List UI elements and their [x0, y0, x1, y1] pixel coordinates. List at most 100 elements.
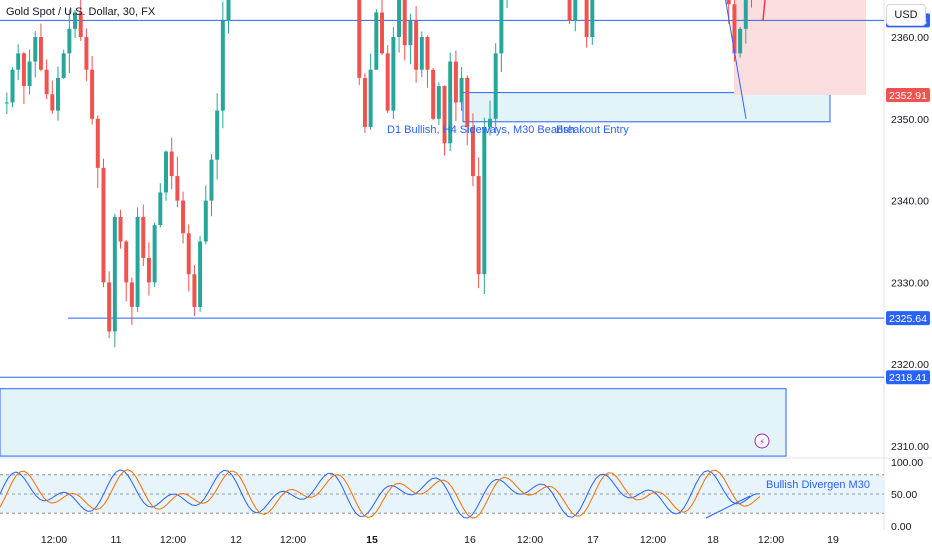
stoch-tick-label: 0.00: [891, 521, 912, 533]
candle-body: [101, 167, 106, 283]
candle-body: [442, 86, 447, 144]
candle-body: [95, 118, 100, 168]
candle-body: [73, 12, 78, 29]
x-tick-label: 12:00: [758, 534, 784, 546]
candle-body: [482, 126, 487, 275]
lower-zone-box: [0, 388, 787, 457]
candle-body: [738, 28, 743, 54]
candle-body: [476, 176, 481, 275]
candle-body: [726, 0, 731, 5]
annotation-bias: D1 Bullish, H4 Sideways, M30 Bearish: [387, 124, 575, 136]
candle-body: [90, 69, 95, 119]
stochastic-pane: 100.00 50.00 0.00 Bullish Divergen M30: [0, 457, 923, 533]
candle-body: [152, 225, 157, 283]
y-tick-label: 2350.00: [891, 114, 929, 126]
x-tick-label: 11: [111, 534, 122, 546]
price-badge-label: 2318.41: [889, 372, 927, 384]
stoch-band: [0, 474, 884, 514]
candle-body: [590, 0, 595, 38]
candle-body: [186, 233, 191, 275]
symbol-title[interactable]: Gold Spot / U.S. Dollar, 30, FX: [6, 6, 156, 18]
candle-body: [220, 20, 225, 111]
candle-body: [61, 53, 66, 78]
candle-body: [107, 282, 112, 332]
candle-body: [215, 110, 220, 160]
candle-body: [374, 12, 379, 70]
y-tick-label: 2310.00: [891, 441, 929, 453]
candle-body: [175, 176, 180, 201]
divergence-line: [705, 495, 751, 519]
candle-body: [493, 53, 498, 119]
candle-body: [402, 0, 407, 46]
price-badge-label: 2325.64: [889, 313, 927, 325]
x-tick-label: 18: [707, 534, 719, 546]
grid: [0, 0, 932, 530]
candle-body: [181, 200, 186, 234]
y-tick-label: 2320.00: [891, 359, 929, 371]
candle-body: [470, 126, 475, 177]
price-badge: [886, 87, 930, 102]
candle-body: [419, 37, 424, 70]
currency-button[interactable]: USD: [886, 4, 926, 26]
candle-body: [465, 77, 470, 127]
candle-body: [141, 216, 146, 258]
candle-body: [488, 118, 492, 127]
candle-body: [453, 61, 458, 103]
candle-body: [16, 53, 21, 70]
candle-body: [118, 216, 123, 242]
price-badge: [886, 311, 930, 326]
candle-body: [112, 216, 117, 332]
annotation-entry: Breakout Entry: [556, 124, 629, 136]
candle-body: [10, 69, 15, 103]
candle-body: [357, 0, 362, 78]
candle-body: [192, 274, 197, 307]
candle-body: [135, 216, 140, 307]
zones: [0, 0, 866, 457]
candle-body: [436, 86, 441, 119]
x-tick-label: 15: [366, 534, 378, 546]
x-tick-label: 12:00: [640, 534, 666, 546]
candle-body: [414, 20, 419, 70]
candle-body: [67, 28, 72, 54]
candle-body: [44, 69, 49, 95]
candle-body: [397, 0, 402, 38]
stoch-tick-label: 50.00: [891, 489, 917, 501]
candle-body: [385, 53, 390, 111]
y-tick-label: 2360.00: [891, 32, 929, 44]
lightning-icon: ⚡: [759, 438, 765, 448]
candle-body: [203, 200, 208, 242]
x-tick-label: 16: [464, 534, 476, 546]
candle-body: [164, 151, 168, 193]
price-badge-label: 2352.91: [889, 90, 927, 102]
candle-body: [146, 257, 151, 283]
candle-body: [226, 0, 231, 21]
stop-zone: [734, 0, 866, 95]
x-tick-label: 12:00: [160, 534, 186, 546]
x-tick-label: 12:00: [280, 534, 306, 546]
axes: 2310.00 2320.00 2330.00 2340.00 2350.00 2360.…: [41, 13, 930, 546]
x-tick-label: 12:00: [41, 534, 67, 546]
candle-body: [743, 0, 748, 29]
candle-body: [169, 151, 174, 177]
candle-body: [573, 0, 578, 21]
candle-body: [368, 69, 373, 127]
candle-body: [584, 0, 589, 38]
candle-body: [362, 77, 367, 127]
candle-body: [27, 61, 32, 87]
candle-body: [198, 241, 203, 307]
candle-body: [84, 37, 89, 70]
candle-body: [209, 159, 214, 201]
candle-body: [129, 282, 134, 307]
candle-body: [124, 241, 129, 283]
stoch-d-line: [0, 469, 761, 519]
stoch-tick-label: 100.00: [891, 457, 923, 469]
annotation-divergence: Bullish Divergen M30: [766, 479, 870, 491]
candle-body: [459, 77, 464, 103]
candle-body: [21, 53, 26, 87]
candle-body: [380, 12, 384, 54]
x-tick-label: 12: [230, 534, 242, 546]
candle-body: [78, 12, 83, 38]
candles[interactable]: [4, 0, 759, 348]
demand-zone-box: [462, 92, 831, 123]
